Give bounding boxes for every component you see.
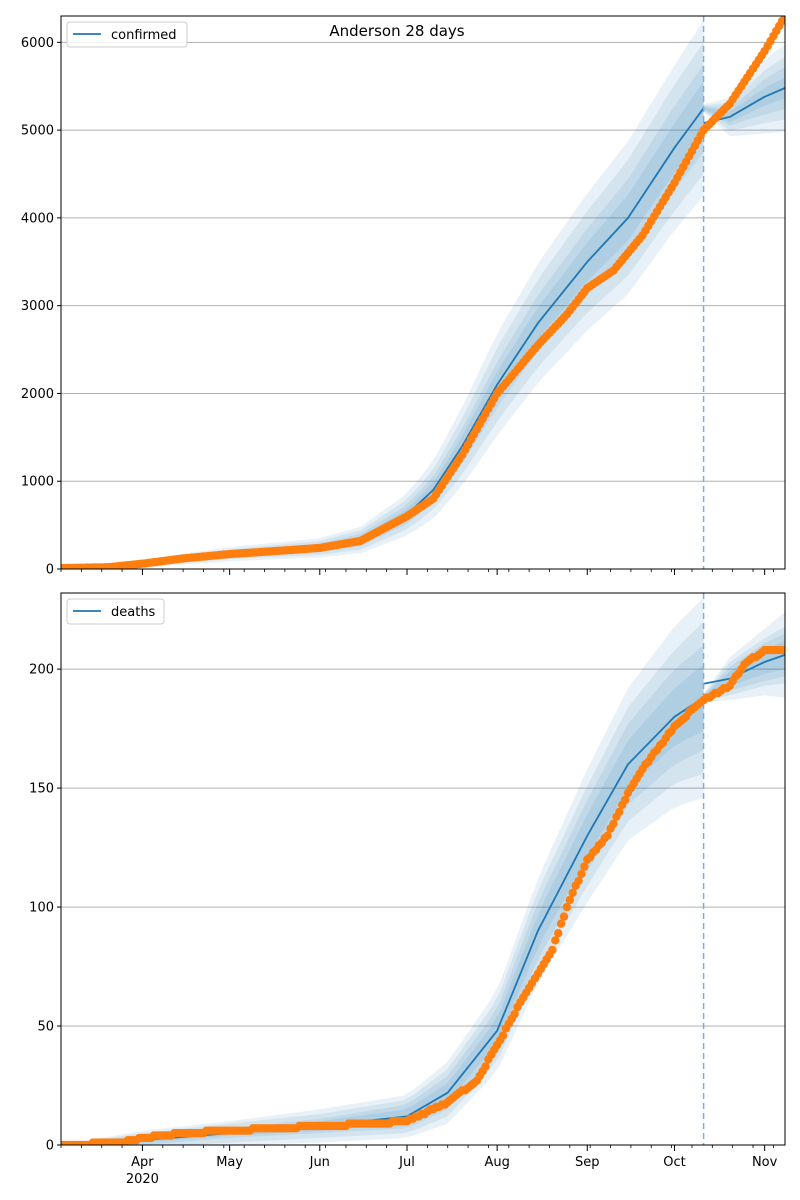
y-tick-label: 4000 (21, 211, 54, 226)
deaths-observed-point (568, 888, 577, 897)
x-tick-label: Apr (131, 1155, 154, 1170)
deaths-observed-point (577, 869, 586, 878)
y-tick-label: 6000 (21, 36, 54, 51)
deaths-observed-point (609, 819, 618, 828)
deaths-legend: deaths (66, 598, 165, 625)
x-tick-label: Jun (309, 1155, 330, 1170)
legend-label: deaths (111, 605, 156, 620)
x-tick-label: Oct (663, 1155, 685, 1170)
deaths-observed-point (556, 919, 566, 928)
deaths-observed-point (615, 807, 624, 817)
deaths-observed-point (551, 936, 560, 945)
deaths-observed-point (574, 876, 583, 886)
deaths-observed-point (603, 831, 612, 840)
deaths-observed-point (481, 1062, 490, 1071)
deaths-observed-point (780, 645, 785, 655)
confirmed-panel: 0 1000 2000 3000 4000 5000 6000 confirmed (21, 15, 786, 578)
confirmed-legend: confirmed (66, 21, 188, 48)
deaths-axes-frame (60, 592, 786, 1146)
deaths-observed-point (548, 945, 557, 955)
deaths-observed-point (554, 929, 563, 938)
deaths-observed-point (620, 795, 630, 805)
y-tick-label: 150 (29, 782, 54, 797)
legend-label: confirmed (111, 28, 177, 43)
deaths-uncertainty-band (61, 621, 704, 1145)
deaths-uncertainty-band (61, 597, 704, 1145)
y-tick-label: 50 (37, 1020, 54, 1035)
y-tick-label: 200 (29, 663, 54, 678)
x-tick-label: May (216, 1155, 243, 1170)
y-tick-label: 1000 (21, 475, 54, 490)
confirmed-plot-area (61, 16, 785, 569)
deaths-observed-point (562, 902, 572, 912)
x-tick-label: Aug (484, 1155, 509, 1170)
legend-box (66, 598, 165, 625)
x-tick-label: Nov (752, 1155, 778, 1170)
deaths-observed-point (510, 1009, 519, 1019)
deaths-uncertainty-band (61, 645, 704, 1145)
x-tick-label: Jul (398, 1155, 415, 1170)
x-tick-sublabel: 2020 (126, 1172, 159, 1187)
confirmed-uncertainty-band (61, 64, 704, 569)
confirmed-axes-frame (60, 15, 786, 570)
deaths-forecast-line (703, 654, 785, 685)
y-tick-label: 0 (46, 1139, 54, 1154)
y-tick-label: 0 (46, 563, 54, 578)
confirmed-observed-point (780, 16, 785, 21)
deaths-observed-point (498, 1031, 508, 1040)
legend-box (66, 21, 188, 48)
confirmed-uncertainty-band (61, 20, 704, 569)
deaths-observed-point (565, 895, 574, 905)
y-tick-label: 2000 (21, 387, 54, 402)
deaths-observed-point (580, 862, 589, 871)
y-tick-label: 100 (29, 901, 54, 916)
x-tick-label: Sep (575, 1155, 600, 1170)
deaths-plot-area (61, 593, 785, 1145)
figure-title: Anderson 28 days (329, 22, 464, 40)
y-tick-label: 5000 (21, 124, 54, 139)
y-tick-label: 3000 (21, 299, 54, 314)
deaths-panel: 0 50 100 150 200 Apr 2020 May Jun Jul Aug Sep Oct Nov… (29, 592, 786, 1187)
confirmed-uncertainty-band (61, 81, 704, 569)
deaths-observed-point (559, 912, 569, 921)
